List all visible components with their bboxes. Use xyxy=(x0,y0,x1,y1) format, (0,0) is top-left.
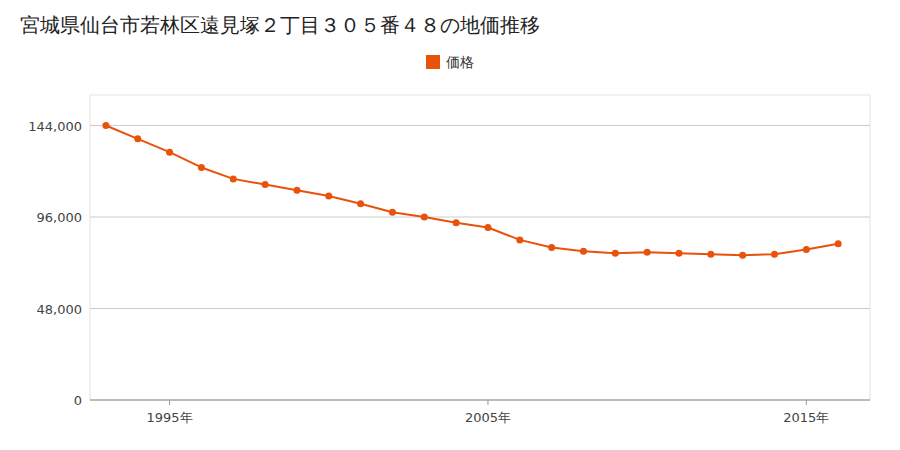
legend-label: 価格 xyxy=(446,54,474,70)
grid-line xyxy=(90,217,870,218)
x-tick-label: 2015年 xyxy=(783,410,829,425)
point xyxy=(516,236,523,243)
grid-line xyxy=(90,400,870,401)
x-tick-label: 2005年 xyxy=(465,410,511,425)
point xyxy=(262,181,269,188)
title: 宮城県仙台市若林区遠見塚２丁目３０５番４８の地価推移 xyxy=(20,13,540,37)
point xyxy=(484,224,491,231)
point xyxy=(357,200,364,207)
background xyxy=(0,0,900,450)
grid-line xyxy=(90,125,870,126)
point xyxy=(421,214,428,221)
point xyxy=(389,209,396,216)
line xyxy=(106,126,838,256)
plot-data xyxy=(102,122,841,259)
point xyxy=(134,135,141,142)
point xyxy=(102,122,109,129)
point xyxy=(803,246,810,253)
x-axis-line xyxy=(90,400,870,401)
point xyxy=(707,251,714,258)
point xyxy=(771,251,778,258)
point xyxy=(644,249,651,256)
y-tick-label: 48,000 xyxy=(37,302,83,317)
chart-svg: 宮城県仙台市若林区遠見塚２丁目３０５番４８の地価推移価格 0 48,000 96,00… xyxy=(0,0,900,450)
x-tick xyxy=(487,400,488,405)
point xyxy=(230,175,237,182)
point xyxy=(548,244,555,251)
point xyxy=(739,252,746,259)
x-axis: 1995年 2005年 2015年 xyxy=(90,400,870,425)
point xyxy=(166,149,173,156)
grid-line xyxy=(90,308,870,309)
x-tick-label: 1995年 xyxy=(147,410,193,425)
point xyxy=(453,219,460,226)
point xyxy=(293,187,300,194)
point xyxy=(612,250,619,257)
point xyxy=(835,240,842,247)
point xyxy=(580,248,587,255)
x-tick xyxy=(169,400,170,405)
legend: 価格 xyxy=(426,54,474,70)
legend-swatch xyxy=(426,55,440,69)
plot-frame xyxy=(90,95,870,400)
y-tick-label: 144,000 xyxy=(28,119,82,134)
point xyxy=(198,164,205,171)
x-tick xyxy=(806,400,807,405)
y-tick-label: 0 xyxy=(74,393,82,408)
y-axis: 0 48,000 96,000 144,000 xyxy=(28,119,870,409)
point xyxy=(325,193,332,200)
y-tick-label: 96,000 xyxy=(37,210,83,225)
point xyxy=(675,250,682,257)
chart-container: 宮城県仙台市若林区遠見塚２丁目３０５番４８の地価推移価格 0 48,000 96,00… xyxy=(0,0,900,450)
